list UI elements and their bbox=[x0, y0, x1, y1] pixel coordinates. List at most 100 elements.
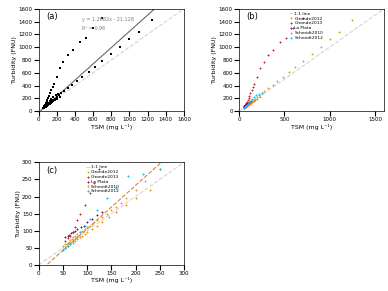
Gironde2012 bbox=[300, 59, 306, 63]
Point bbox=[90, 26, 96, 30]
Gironde2013 bbox=[260, 59, 267, 64]
Point bbox=[44, 102, 50, 107]
Gironde2013 bbox=[62, 239, 69, 243]
Point bbox=[44, 103, 50, 108]
Point bbox=[52, 92, 59, 97]
La Plata bbox=[74, 227, 81, 231]
Gironde2012 bbox=[248, 100, 254, 104]
Gironde2012 bbox=[87, 223, 93, 228]
Schmidt2010 bbox=[243, 104, 249, 109]
Point bbox=[40, 105, 47, 110]
Point bbox=[45, 103, 51, 107]
Point bbox=[58, 91, 64, 95]
Point bbox=[42, 105, 48, 109]
Gironde2012 bbox=[81, 227, 88, 231]
Text: R² = 0,96: R² = 0,96 bbox=[82, 26, 106, 31]
Point bbox=[83, 35, 89, 40]
Gironde2013 bbox=[67, 233, 73, 238]
Point bbox=[47, 91, 53, 95]
Schmidt2012 bbox=[241, 105, 248, 110]
Point bbox=[65, 53, 71, 58]
Gironde2013 bbox=[244, 98, 251, 102]
Schmidt2012 bbox=[65, 244, 71, 248]
Schmidt2012 bbox=[94, 208, 100, 212]
La Plata bbox=[248, 99, 254, 104]
Point bbox=[117, 44, 123, 49]
Gironde2012 bbox=[69, 237, 75, 242]
Schmidt2010 bbox=[249, 100, 255, 104]
Gironde2012 bbox=[327, 37, 333, 42]
Point bbox=[48, 99, 55, 104]
Point bbox=[46, 102, 52, 107]
Gironde2013 bbox=[74, 218, 81, 223]
Point bbox=[47, 100, 54, 104]
Point bbox=[99, 59, 106, 63]
Gironde2012 bbox=[270, 82, 276, 87]
Schmidt2010 bbox=[84, 230, 90, 235]
X-axis label: TSM (mg L⁻¹): TSM (mg L⁻¹) bbox=[91, 277, 132, 283]
Point bbox=[43, 102, 49, 107]
Point bbox=[69, 82, 75, 87]
Point bbox=[49, 100, 55, 104]
Point bbox=[43, 99, 50, 104]
La Plata bbox=[241, 104, 247, 108]
Point bbox=[43, 104, 49, 109]
Gironde2013 bbox=[242, 103, 248, 108]
Gironde2012 bbox=[246, 102, 252, 106]
La Plata bbox=[245, 101, 251, 106]
Gironde2013 bbox=[241, 104, 248, 109]
Gironde2012 bbox=[286, 70, 292, 74]
Schmidt2010 bbox=[147, 187, 153, 192]
La Plata bbox=[241, 103, 248, 108]
Point bbox=[44, 102, 50, 106]
Gironde2013 bbox=[81, 203, 88, 207]
Point bbox=[54, 96, 60, 101]
La Plata bbox=[243, 102, 249, 107]
Point bbox=[47, 100, 53, 104]
Point bbox=[50, 94, 56, 99]
Point bbox=[43, 103, 50, 107]
Point bbox=[92, 65, 98, 69]
Gironde2013 bbox=[241, 104, 247, 109]
Gironde2012 bbox=[249, 99, 256, 103]
Schmidt2012 bbox=[77, 230, 83, 235]
Point bbox=[41, 106, 47, 110]
Schmidt2012 bbox=[73, 235, 80, 239]
Y-axis label: Turbidity (FNU): Turbidity (FNU) bbox=[212, 36, 217, 84]
Point bbox=[42, 104, 48, 108]
Schmidt2010 bbox=[247, 102, 253, 106]
Schmidt2012 bbox=[157, 167, 163, 171]
Gironde2012 bbox=[250, 98, 256, 103]
Point bbox=[55, 92, 61, 97]
Schmidt2010 bbox=[257, 95, 263, 100]
Schmidt2012 bbox=[249, 96, 255, 101]
Schmidt2010 bbox=[72, 239, 78, 243]
Schmidt2012 bbox=[258, 91, 265, 95]
Point bbox=[42, 104, 48, 109]
Gironde2013 bbox=[265, 53, 271, 58]
Schmidt2012 bbox=[243, 104, 249, 108]
Gironde2013 bbox=[251, 81, 258, 86]
Schmidt2012 bbox=[62, 246, 69, 251]
Gironde2012 bbox=[244, 102, 251, 107]
Point bbox=[43, 104, 50, 108]
Gironde2013 bbox=[242, 103, 248, 107]
Schmidt2012 bbox=[255, 92, 262, 97]
Point bbox=[42, 104, 48, 109]
La Plata bbox=[244, 102, 250, 107]
Gironde2012 bbox=[89, 221, 95, 226]
Point bbox=[43, 102, 49, 107]
Point bbox=[45, 95, 52, 100]
Point bbox=[43, 100, 49, 105]
La Plata bbox=[242, 103, 248, 108]
Point bbox=[42, 104, 48, 109]
Gironde2013 bbox=[290, 26, 296, 30]
Gironde2012 bbox=[247, 100, 253, 105]
Point bbox=[60, 59, 66, 64]
Gironde2012 bbox=[244, 103, 250, 107]
Schmidt2010 bbox=[123, 203, 129, 207]
Point bbox=[41, 105, 47, 109]
Schmidt2010 bbox=[244, 103, 250, 108]
Schmidt2010 bbox=[242, 105, 248, 110]
Gironde2013 bbox=[72, 225, 78, 230]
